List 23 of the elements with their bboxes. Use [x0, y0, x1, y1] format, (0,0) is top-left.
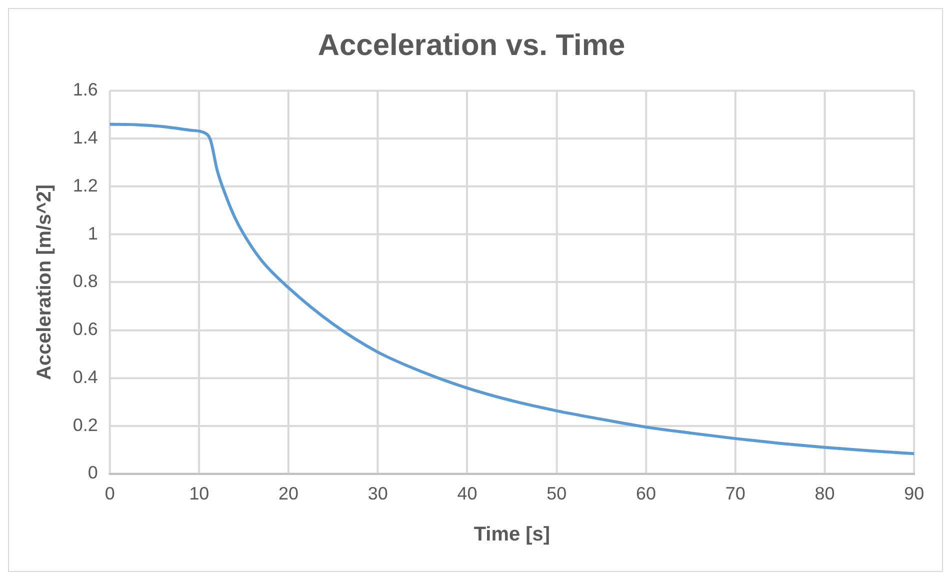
y-axis-title: Acceleration [m/s^2] — [33, 184, 56, 380]
x-tick-label: 70 — [725, 483, 746, 504]
x-tick-label: 0 — [104, 483, 115, 504]
y-tick-label: 0.2 — [72, 414, 98, 435]
x-tick-label: 80 — [814, 483, 835, 504]
y-tick-label: 0.6 — [72, 319, 98, 340]
y-tick-label: 0.4 — [72, 366, 98, 387]
y-tick-label: 0 — [88, 462, 98, 483]
x-tick-label: 50 — [546, 483, 567, 504]
chart-title: Acceleration vs. Time — [318, 29, 626, 62]
x-tick-label: 90 — [904, 483, 924, 504]
x-tick-label: 10 — [189, 483, 210, 504]
x-tick-label: 40 — [457, 483, 478, 504]
y-tick-label: 0.8 — [72, 271, 98, 292]
y-tick-label: 1.6 — [72, 80, 98, 100]
x-tick-label: 60 — [636, 483, 656, 504]
y-tick-label: 1.2 — [72, 175, 98, 196]
y-tick-label: 1.4 — [72, 128, 98, 148]
x-tick-label: 30 — [368, 483, 388, 504]
x-axis-title: Time [s] — [474, 524, 550, 546]
line-series — [110, 122, 914, 456]
y-tick-label: 1 — [88, 223, 98, 244]
x-tick-label: 20 — [278, 483, 299, 504]
